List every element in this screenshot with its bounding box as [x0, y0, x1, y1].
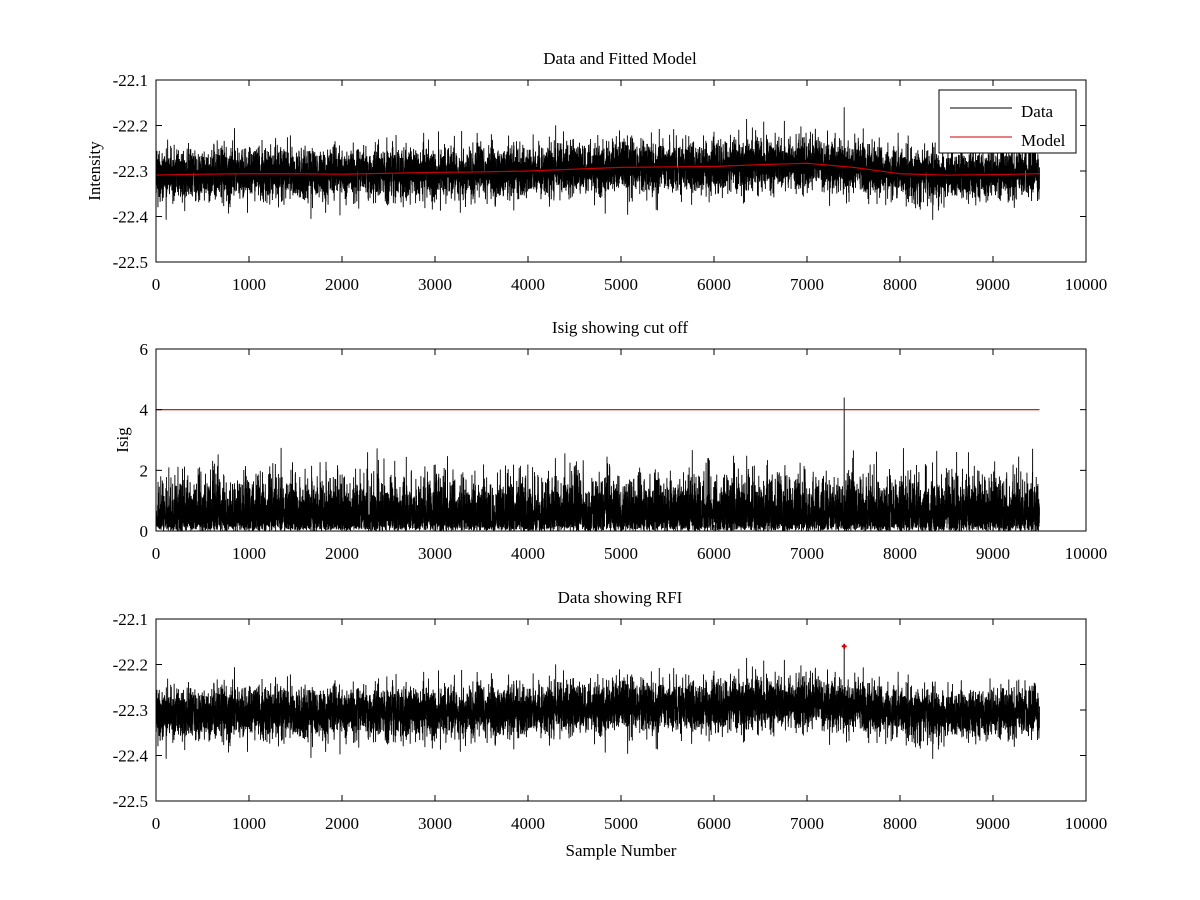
x-tick-label: 5000: [604, 275, 638, 294]
chart-title: Data showing RFI: [558, 588, 683, 607]
y-tick-label: -22.3: [113, 701, 148, 720]
y-tick-label: -22.5: [113, 253, 148, 272]
x-tick-label: 4000: [511, 544, 545, 563]
x-tick-label: 5000: [604, 814, 638, 833]
x-tick-label: 7000: [790, 544, 824, 563]
x-tick-label: 9000: [976, 544, 1010, 563]
x-tick-label: 2000: [325, 814, 359, 833]
chart-title: Data and Fitted Model: [543, 49, 697, 68]
series-layer: [155, 107, 1040, 220]
y-tick-label: 0: [140, 522, 149, 541]
panel-isig: Isig showing cut off Isig 0 1000 2000 3000 4…: [113, 318, 1107, 563]
x-tick-label: 10000: [1065, 275, 1108, 294]
legend-box: [938, 89, 1077, 154]
x-tick-label: 5000: [604, 544, 638, 563]
chart-title: Isig showing cut off: [552, 318, 688, 337]
legend: Data Model: [938, 89, 1077, 154]
x-axis-label: Sample Number: [566, 841, 677, 860]
y-tick-label: -22.3: [113, 162, 148, 181]
x-tick-label: 1000: [232, 544, 266, 563]
panel-data-and-model: Data and Fitted Model Intensity 0 1000 200…: [85, 49, 1107, 294]
x-tick-label: 3000: [418, 275, 452, 294]
x-tick-label: 3000: [418, 544, 452, 563]
x-tick-label: 8000: [883, 275, 917, 294]
x-tick-label: 9000: [976, 275, 1010, 294]
x-tick-label: 2000: [325, 275, 359, 294]
y-tick-label: 6: [140, 340, 149, 359]
x-tick-label: 3000: [418, 814, 452, 833]
x-tick-label: 4000: [511, 275, 545, 294]
x-tick-label: 1000: [232, 275, 266, 294]
y-tick-label: -22.1: [113, 71, 148, 90]
series-layer: [155, 397, 1040, 532]
legend-label-model: Model: [1021, 131, 1066, 150]
x-tick-label: 8000: [883, 544, 917, 563]
y-axis-label: Intensity: [85, 141, 104, 201]
y-tick-label: 2: [140, 461, 149, 480]
x-tick-label: 6000: [697, 814, 731, 833]
x-tick-label: 7000: [790, 814, 824, 833]
x-tick-label: 0: [152, 814, 161, 833]
y-axis-label: Isig: [113, 427, 132, 453]
x-tick-label: 10000: [1065, 814, 1108, 833]
y-tick-label: -22.2: [113, 656, 148, 675]
series-line-data: [155, 107, 1040, 220]
y-tick-label: -22.1: [113, 610, 148, 629]
x-tick-label: 8000: [883, 814, 917, 833]
x-tick-label: 0: [152, 275, 161, 294]
y-tick-label: -22.5: [113, 792, 148, 811]
x-tick-label: 2000: [325, 544, 359, 563]
ticks-layer: 0 1000 2000 3000 4000 5000 6000 7000 8000 9000 100…: [113, 71, 1108, 294]
ticks-layer: 0 1000 2000 3000 4000 5000 6000 7000 8000 9000 100…: [113, 610, 1108, 833]
ticks-layer: 0 1000 2000 3000 4000 5000 6000 7000 8000 9000 100…: [140, 340, 1108, 563]
x-tick-label: 6000: [697, 544, 731, 563]
rfi-marker: [841, 643, 847, 649]
y-tick-label: -22.4: [113, 208, 149, 227]
y-tick-label: -22.4: [113, 747, 149, 766]
y-tick-label: 4: [140, 401, 149, 420]
legend-label-data: Data: [1021, 102, 1054, 121]
x-tick-label: 1000: [232, 814, 266, 833]
panel-rfi: Data showing RFI Sample Number 0 1000 2000…: [113, 588, 1108, 860]
series-line-data: [155, 646, 1040, 759]
x-tick-label: 10000: [1065, 544, 1108, 563]
x-tick-label: 4000: [511, 814, 545, 833]
x-tick-label: 6000: [697, 275, 731, 294]
y-tick-label: -22.2: [113, 117, 148, 136]
series-layer: [155, 643, 1040, 759]
series-line-isig: [155, 397, 1040, 532]
x-tick-label: 9000: [976, 814, 1010, 833]
x-tick-label: 0: [152, 544, 161, 563]
x-tick-label: 7000: [790, 275, 824, 294]
series-line-model: [155, 162, 1040, 176]
